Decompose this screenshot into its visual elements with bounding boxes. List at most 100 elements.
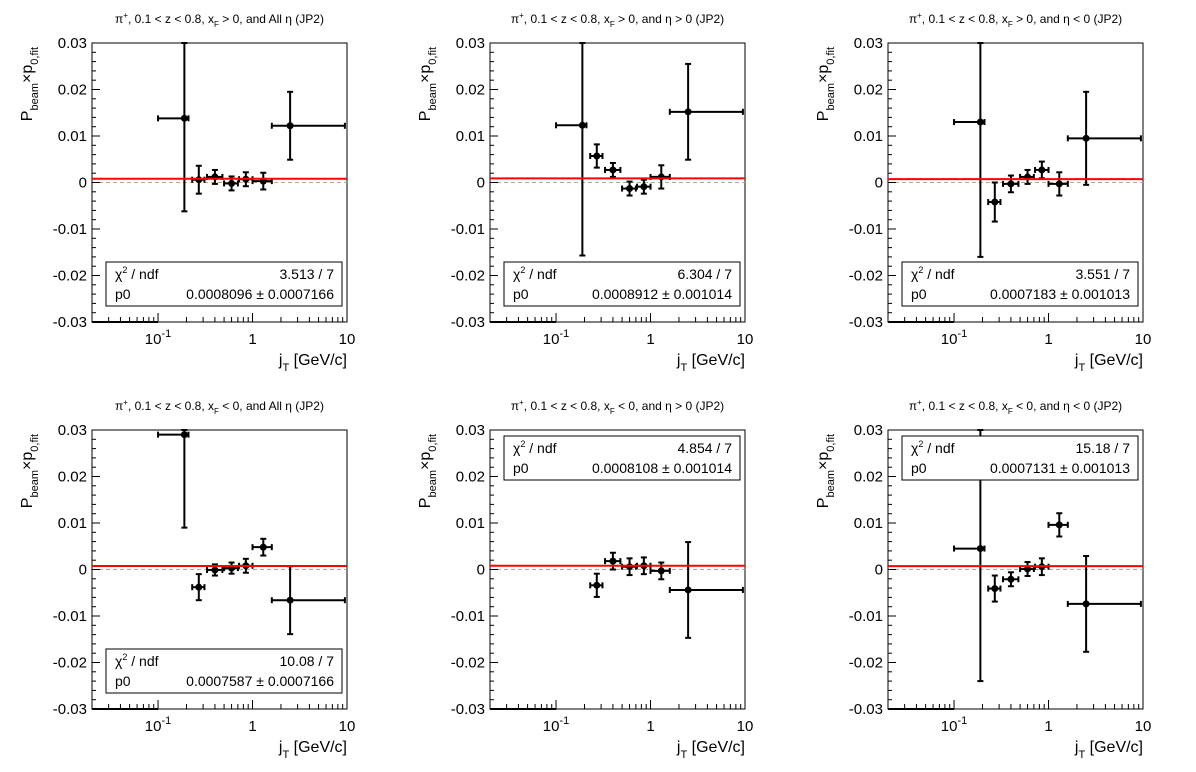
data-point (1066, 555, 1142, 653)
data-point (604, 161, 622, 178)
y-tick-label: -0.03 (451, 701, 485, 718)
stats-p0-value: 0.0008912 ± 0.001014 (592, 286, 732, 302)
data-marker (286, 596, 294, 604)
data-point (589, 143, 604, 169)
data-point (1019, 561, 1035, 578)
data-point (270, 90, 346, 161)
stats-chi2-label: χ2 / ndf (911, 265, 955, 282)
y-axis-title-subscript-fit: 0,fit (427, 434, 439, 452)
stats-ndf-label: / ndf (525, 266, 556, 282)
data-marker (211, 566, 219, 574)
y-axis-title-subscript-fit: 0,fit (29, 434, 41, 452)
x-tick-exponent: -1 (161, 328, 171, 340)
x-axis-title: jT [GeV/c] (1074, 352, 1143, 374)
x-axis-title: jT [GeV/c] (676, 352, 745, 374)
panel-title-selection: > 0, and All η (JP2) (219, 12, 324, 26)
stats-p0-label: p0 (115, 286, 131, 302)
x-axis-title-unit: [GeV/c] (1085, 352, 1143, 369)
stats-chi2-value: 3.551 / 7 (1076, 266, 1131, 282)
stats-p0-value: 0.0008096 ± 0.0007166 (186, 286, 334, 302)
data-marker (1007, 575, 1015, 583)
x-tick-label: 10 (339, 718, 356, 735)
data-marker (626, 185, 634, 193)
y-axis-title-subscript-fit: 0,fit (29, 47, 41, 65)
y-tick-label: 0.01 (58, 128, 87, 145)
x-axis-title-subscript: T (680, 362, 687, 374)
data-marker (180, 431, 188, 439)
y-tick-label: -0.01 (53, 608, 87, 625)
panel-title-z-range: , 0.1 < z < 0.8, x (128, 12, 214, 26)
data-marker (578, 121, 586, 129)
y-tick-label: -0.03 (849, 701, 883, 718)
x-axis-title-subscript: T (1078, 749, 1085, 761)
y-tick-label: 0 (79, 175, 87, 192)
y-tick-label: -0.02 (451, 655, 485, 672)
panel-title-z-range: , 0.1 < z < 0.8, x (524, 399, 610, 413)
stats-p0-label: p0 (911, 460, 927, 476)
stats-p0-value: 0.0008108 ± 0.001014 (592, 460, 732, 476)
x-tick-label: 1 (1044, 331, 1052, 348)
panel-title-subscript: F (1008, 20, 1013, 29)
stats-chi-symbol: χ (911, 266, 919, 282)
data-marker (991, 585, 999, 593)
x-tick-label: 1 (248, 718, 256, 735)
y-axis-title-main: P (417, 111, 434, 122)
stats-chi-exponent: 2 (520, 265, 525, 275)
x-tick-exponent: -1 (559, 328, 569, 340)
x-tick-label: 1 (646, 718, 654, 735)
stats-chi2-value: 15.18 / 7 (1076, 440, 1131, 456)
x-tick-label: 1 (646, 331, 654, 348)
data-marker (609, 557, 617, 565)
panel-title-charge: + (917, 398, 922, 407)
stats-chi2-value: 4.854 / 7 (678, 440, 733, 456)
stats-ndf-label: / ndf (923, 266, 954, 282)
y-axis-title-subscript-beam: beam (427, 83, 439, 111)
data-point (668, 541, 744, 639)
y-tick-label: 0.03 (456, 422, 485, 439)
stats-chi2-label: χ2 / ndf (115, 652, 159, 669)
stats-box-frame (503, 261, 741, 307)
y-axis-title: Pbeam×p0,fit (815, 47, 837, 121)
panel-title-z-range: , 0.1 < z < 0.8, x (128, 399, 214, 413)
stats-p0-value: 0.0007587 ± 0.0007166 (186, 673, 334, 689)
x-tick-base: 10 (941, 331, 958, 348)
y-axis-title-subscript-fit: 0,fit (427, 47, 439, 65)
panel-title-selection: > 0, and η > 0 (JP2) (615, 12, 724, 26)
data-point (953, 42, 986, 258)
y-tick-label: 0.01 (854, 515, 883, 532)
data-point (987, 181, 1002, 223)
panel-title-particle: π (909, 12, 917, 26)
y-tick-label: 0.02 (58, 469, 87, 486)
y-tick-label: -0.02 (451, 268, 485, 285)
stats-p0-value: 0.0007131 ± 0.001013 (990, 460, 1130, 476)
data-marker (593, 152, 601, 160)
x-tick-label: 10-1 (941, 715, 967, 735)
x-tick-label: 10-1 (145, 715, 171, 735)
data-point (223, 561, 239, 575)
data-marker (593, 581, 601, 589)
stats-box: χ2 / ndf 4.854 / 7 p0 0.0008108 ± 0.001014 (503, 435, 741, 481)
stats-box-frame (901, 261, 1139, 307)
x-tick-base: 10 (339, 718, 356, 735)
y-axis-title-times: ×p (417, 452, 434, 470)
stats-chi2-label: χ2 / ndf (513, 439, 557, 456)
panel-title: π+, 0.1 < z < 0.8, xF < 0, and η < 0 (JP… (909, 398, 1122, 416)
stats-chi2-value: 6.304 / 7 (678, 266, 733, 282)
data-point (1002, 571, 1020, 588)
y-axis-title-main: P (815, 111, 832, 122)
x-tick-exponent: -1 (957, 715, 967, 727)
y-tick-label: 0.03 (456, 35, 485, 52)
x-axis-title-unit: [GeV/c] (289, 739, 347, 756)
y-tick-label: 0.02 (456, 469, 485, 486)
y-tick-label: -0.03 (53, 314, 87, 331)
data-marker (640, 183, 648, 191)
x-axis-title-unit: [GeV/c] (1085, 739, 1143, 756)
y-tick-label: -0.03 (451, 314, 485, 331)
stats-chi2-value: 10.08 / 7 (280, 653, 335, 669)
y-axis-title-main: P (19, 498, 36, 509)
data-marker (657, 567, 665, 575)
panel-title-z-range: , 0.1 < z < 0.8, x (524, 12, 610, 26)
y-tick-label: 0 (79, 562, 87, 579)
